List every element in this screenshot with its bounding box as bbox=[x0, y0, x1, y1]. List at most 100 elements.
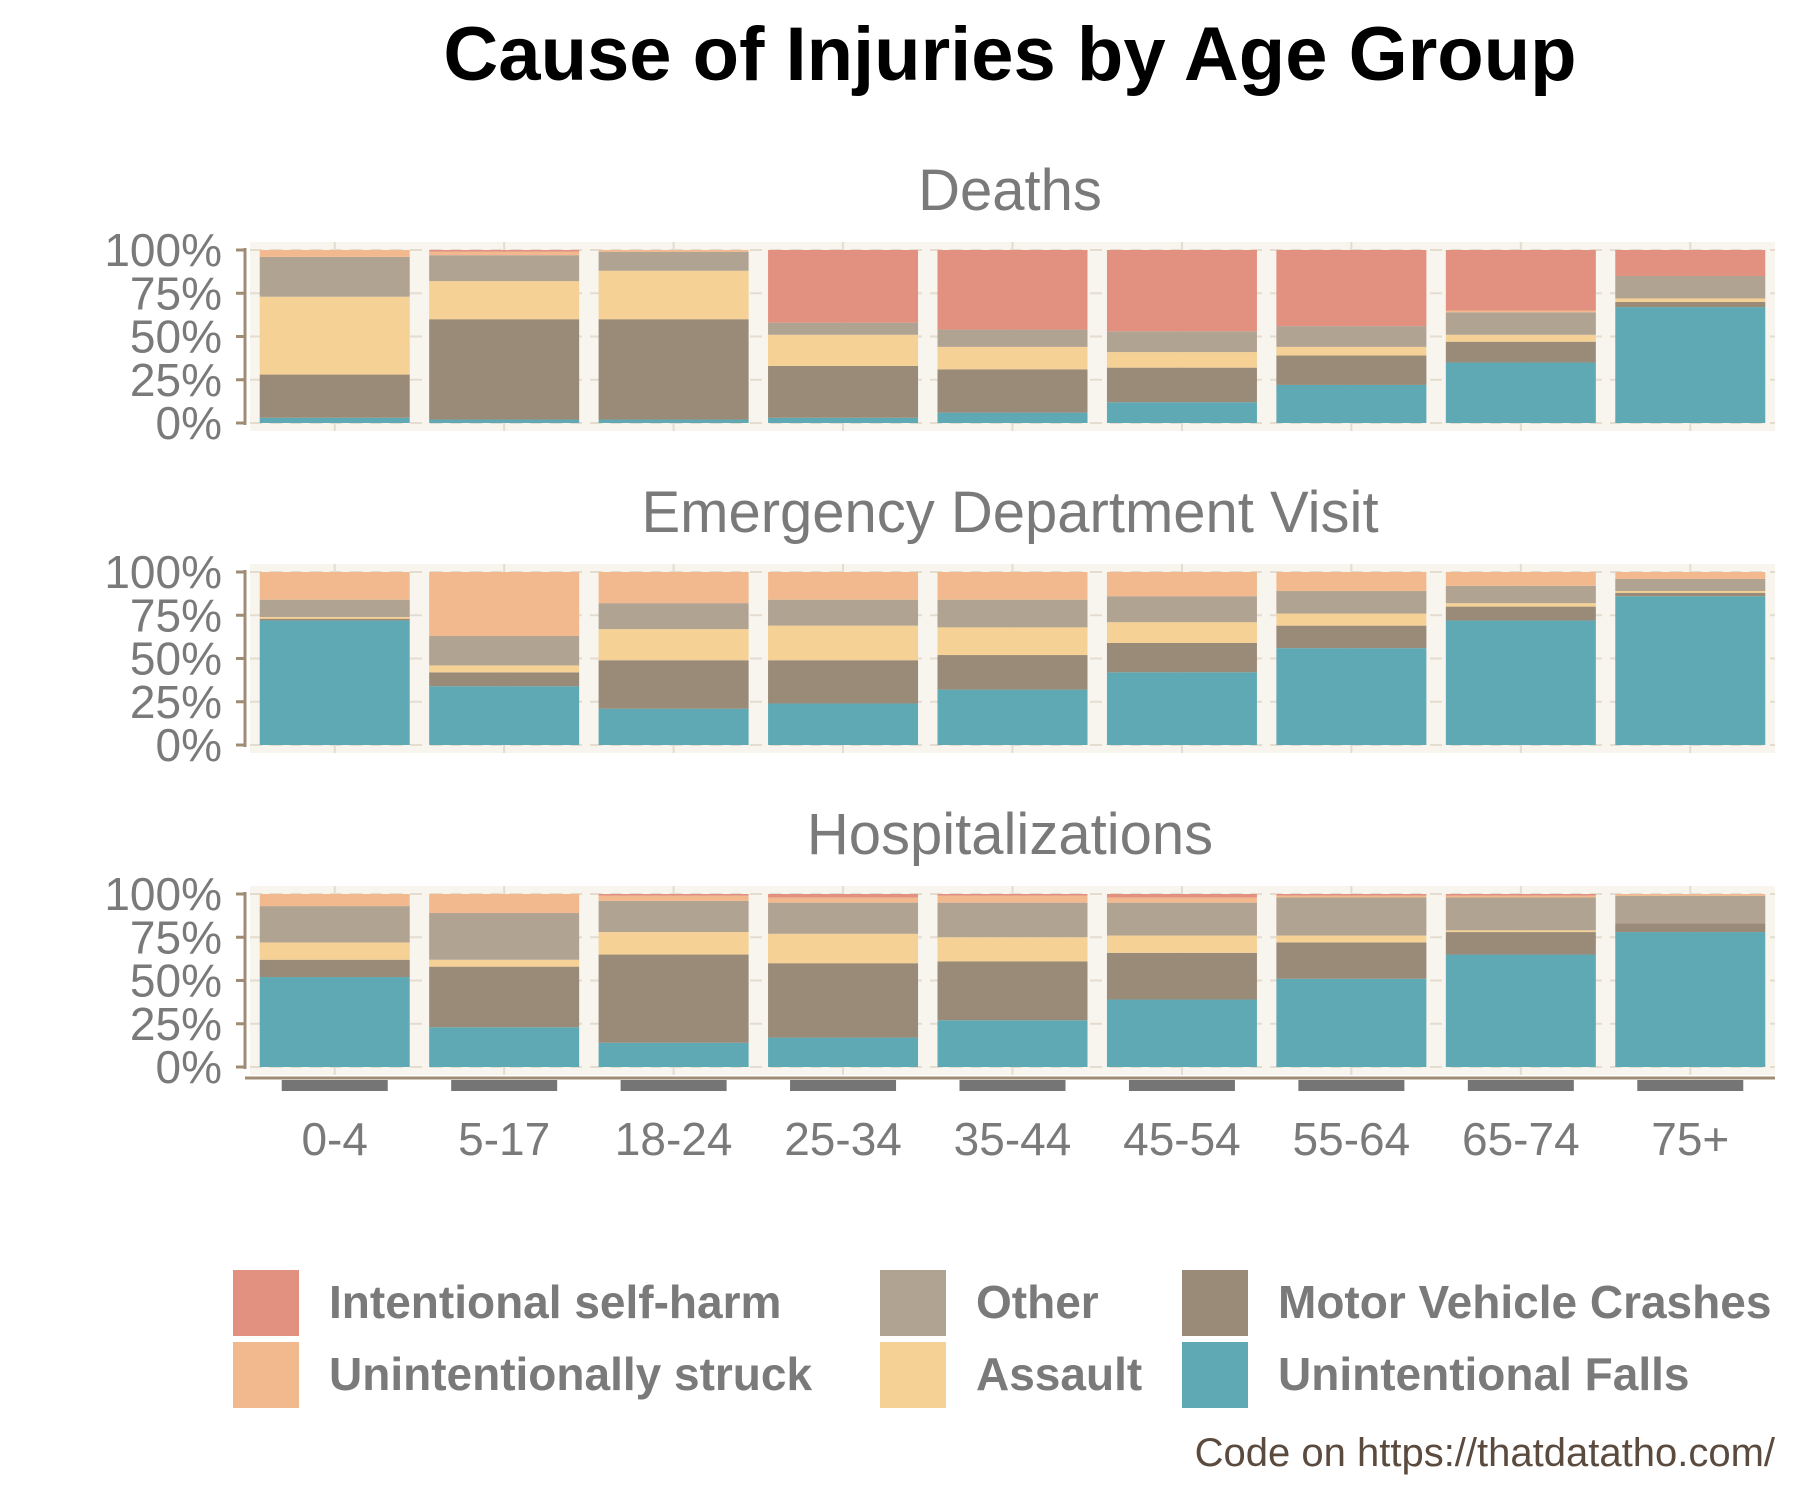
bar-segment-hospitalizations-65-74-other bbox=[1445, 897, 1596, 931]
bar-segment-emergency-department-visit-45-54-assault bbox=[1106, 622, 1257, 643]
bar-segment-hospitalizations-18-24-unintentional-falls bbox=[598, 1042, 749, 1067]
bar-segment-hospitalizations-25-34-motor-vehicle-crashes bbox=[768, 963, 919, 1038]
bar-segment-deaths-45-54-intentional-self-harm bbox=[1106, 250, 1257, 332]
legend-label-unintentional-falls: Unintentional Falls bbox=[1278, 1348, 1689, 1400]
bar-segment-emergency-department-visit-75-motor-vehicle-crashes bbox=[1615, 592, 1766, 597]
x-tick-label-65-74: 65-74 bbox=[1462, 1113, 1580, 1165]
bar-segment-hospitalizations-55-64-other bbox=[1276, 897, 1427, 936]
bar-segment-hospitalizations-0-4-assault bbox=[259, 942, 410, 960]
chart-title: Cause of Injuries by Age Group bbox=[443, 12, 1576, 97]
y-tick-label: 25% bbox=[130, 354, 222, 406]
bar-segment-hospitalizations-55-64-unintentionally-struck bbox=[1276, 895, 1427, 898]
y-tick-label: 75% bbox=[130, 589, 222, 641]
bar-segment-emergency-department-visit-18-24-assault bbox=[598, 629, 749, 661]
legend-swatch-motor-vehicle-crashes bbox=[1182, 1270, 1248, 1336]
bar-segment-hospitalizations-18-24-unintentionally-struck bbox=[598, 895, 749, 901]
legend-label-other: Other bbox=[976, 1276, 1099, 1328]
legend-swatch-unintentionally-struck bbox=[233, 1342, 299, 1408]
y-tick-label: 0% bbox=[156, 1041, 222, 1093]
bar-segment-deaths-55-64-other bbox=[1276, 326, 1427, 347]
bar-segment-deaths-18-24-unintentionally-struck bbox=[598, 250, 749, 252]
bar-segment-hospitalizations-55-64-unintentional-falls bbox=[1276, 978, 1427, 1067]
bar-segment-hospitalizations-45-54-motor-vehicle-crashes bbox=[1106, 952, 1257, 1000]
bar-segment-deaths-0-4-unintentionally-struck bbox=[259, 250, 410, 257]
bar-segment-deaths-5-17-assault bbox=[429, 281, 580, 320]
bar-segment-emergency-department-visit-65-74-unintentional-falls bbox=[1445, 620, 1596, 745]
x-axis-tick-65-74 bbox=[1467, 1080, 1574, 1091]
bar-segment-emergency-department-visit-0-4-other bbox=[259, 599, 410, 617]
caption: Code on https://thatdatatho.com/ bbox=[1195, 1431, 1776, 1475]
bar-segment-emergency-department-visit-35-44-other bbox=[937, 599, 1088, 628]
x-tick-label-75: 75+ bbox=[1651, 1113, 1729, 1165]
bar-segment-deaths-75-unintentional-falls bbox=[1615, 307, 1766, 423]
bar-segment-emergency-department-visit-18-24-other bbox=[598, 603, 749, 630]
bar-segment-hospitalizations-35-44-unintentionally-struck bbox=[937, 895, 1088, 903]
bar-segment-hospitalizations-0-4-unintentional-falls bbox=[259, 977, 410, 1067]
y-tick-label: 100% bbox=[104, 868, 222, 920]
bar-segment-emergency-department-visit-55-64-other bbox=[1276, 591, 1427, 614]
x-tick-label-35-44: 35-44 bbox=[954, 1113, 1072, 1165]
bar-segment-deaths-5-17-unintentionally-struck bbox=[429, 251, 580, 256]
y-tick-label: 50% bbox=[130, 633, 222, 685]
bar-segment-emergency-department-visit-5-17-assault bbox=[429, 665, 580, 673]
bar-segment-deaths-35-44-intentional-self-harm bbox=[937, 250, 1088, 330]
y-tick-label: 0% bbox=[156, 719, 222, 771]
y-tick-label: 50% bbox=[130, 311, 222, 363]
legend-item-other: Other bbox=[880, 1270, 1099, 1336]
bar-segment-emergency-department-visit-75-other bbox=[1615, 578, 1766, 592]
bar-segment-deaths-75-intentional-self-harm bbox=[1615, 250, 1766, 276]
bar-segment-deaths-5-17-intentional-self-harm bbox=[429, 250, 580, 252]
bar-segment-emergency-department-visit-45-54-motor-vehicle-crashes bbox=[1106, 642, 1257, 673]
bar-segment-deaths-45-54-unintentional-falls bbox=[1106, 402, 1257, 423]
bar-segment-hospitalizations-35-44-other bbox=[937, 902, 1088, 938]
bar-segment-hospitalizations-65-74-assault bbox=[1445, 930, 1596, 933]
bar-segment-emergency-department-visit-55-64-unintentionally-struck bbox=[1276, 572, 1427, 592]
bar-segment-hospitalizations-45-54-unintentionally-struck bbox=[1106, 897, 1257, 903]
x-axis-tick-75 bbox=[1637, 1080, 1744, 1091]
bar-segment-emergency-department-visit-75-unintentional-falls bbox=[1615, 596, 1766, 745]
facet-hospitalizations: Hospitalizations 0%25%50%75%100% 0-4 5-17 18… bbox=[104, 802, 1775, 1165]
legend-item-unintentionally-struck: Unintentionally struck bbox=[233, 1342, 812, 1408]
bar-segment-hospitalizations-5-17-motor-vehicle-crashes bbox=[429, 966, 580, 1028]
x-tick-label-45-54: 45-54 bbox=[1123, 1113, 1241, 1165]
bar-segment-emergency-department-visit-25-34-motor-vehicle-crashes bbox=[768, 660, 919, 704]
bar-segment-deaths-75-assault bbox=[1615, 298, 1766, 302]
bar-segment-emergency-department-visit-18-24-motor-vehicle-crashes bbox=[598, 660, 749, 709]
bar-segment-hospitalizations-35-44-assault bbox=[937, 937, 1088, 962]
bar-segment-deaths-25-34-unintentional-falls bbox=[768, 417, 919, 423]
bar-segment-hospitalizations-75-unintentionally-struck bbox=[1615, 894, 1766, 896]
bar-segment-deaths-65-74-assault bbox=[1445, 334, 1596, 342]
bar-segment-emergency-department-visit-35-44-unintentional-falls bbox=[937, 689, 1088, 745]
y-tick-label: 100% bbox=[104, 546, 222, 598]
y-tick-label: 100% bbox=[104, 224, 222, 276]
bar-segment-emergency-department-visit-25-34-assault bbox=[768, 625, 919, 661]
bar-segment-emergency-department-visit-0-4-unintentional-falls bbox=[259, 620, 410, 745]
bar-segment-emergency-department-visit-75-assault bbox=[1615, 591, 1766, 593]
bar-segment-deaths-65-74-motor-vehicle-crashes bbox=[1445, 341, 1596, 363]
facet-title-emergency-department-visit: Emergency Department Visit bbox=[641, 480, 1378, 545]
bar-segment-emergency-department-visit-25-34-unintentional-falls bbox=[768, 703, 919, 745]
x-axis-tick-18-24 bbox=[620, 1080, 727, 1091]
bar-segment-hospitalizations-25-34-intentional-self-harm bbox=[768, 894, 919, 898]
bar-segment-hospitalizations-18-24-assault bbox=[598, 932, 749, 955]
bar-segment-emergency-department-visit-55-64-unintentional-falls bbox=[1276, 648, 1427, 745]
y-tick-label: 25% bbox=[130, 676, 222, 728]
bar-segment-emergency-department-visit-0-4-unintentionally-struck bbox=[259, 572, 410, 600]
bar-segment-hospitalizations-25-34-unintentionally-struck bbox=[768, 897, 919, 903]
y-tick-label: 75% bbox=[130, 911, 222, 963]
bar-segment-hospitalizations-65-74-unintentional-falls bbox=[1445, 954, 1596, 1067]
bar-segment-deaths-65-74-intentional-self-harm bbox=[1445, 250, 1596, 311]
bar-segment-deaths-35-44-assault bbox=[937, 346, 1088, 370]
bar-segment-emergency-department-visit-45-54-unintentionally-struck bbox=[1106, 572, 1257, 597]
bar-segment-deaths-55-64-motor-vehicle-crashes bbox=[1276, 355, 1427, 385]
x-tick-label-5-17: 5-17 bbox=[458, 1113, 550, 1165]
bar-segment-deaths-0-4-unintentional-falls bbox=[259, 417, 410, 423]
x-axis-tick-55-64 bbox=[1298, 1080, 1405, 1091]
bar-segment-hospitalizations-35-44-motor-vehicle-crashes bbox=[937, 961, 1088, 1021]
bar-segment-emergency-department-visit-25-34-other bbox=[768, 599, 919, 626]
bar-segment-deaths-5-17-motor-vehicle-crashes bbox=[429, 319, 580, 420]
bar-segment-deaths-45-54-motor-vehicle-crashes bbox=[1106, 367, 1257, 403]
legend-item-intentional-self-harm: Intentional self-harm bbox=[233, 1270, 781, 1336]
bar-segment-emergency-department-visit-5-17-unintentional-falls bbox=[429, 686, 580, 745]
